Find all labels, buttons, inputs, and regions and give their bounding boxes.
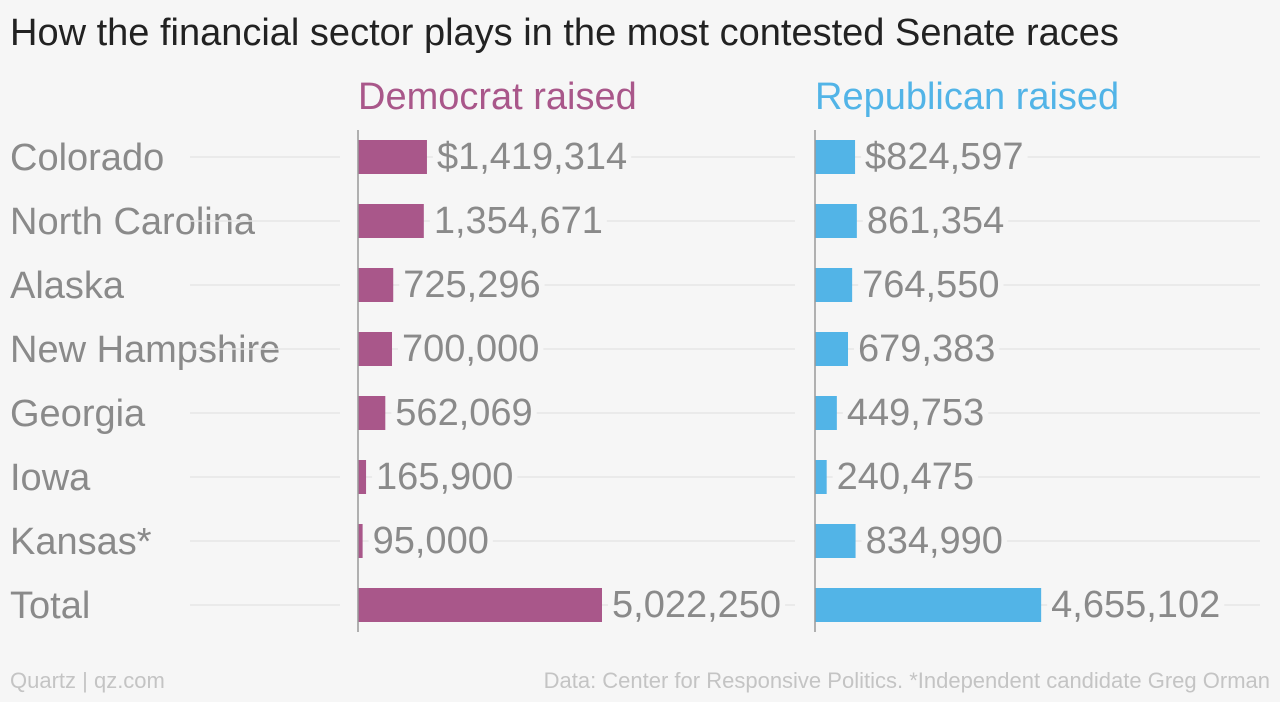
democrat-value-label: $1,419,314 (437, 136, 627, 178)
republican-value-label: 861,354 (867, 200, 1004, 242)
label-background (862, 218, 1009, 224)
democrat-bar (358, 524, 363, 558)
category-label: Iowa (10, 457, 91, 499)
democrat-column-header: Democrat raised (358, 76, 637, 118)
republican-bar (815, 396, 837, 430)
republican-bar (815, 204, 857, 238)
democrat-value-label: 5,022,250 (612, 584, 781, 626)
label-background (861, 154, 1028, 160)
footer-data-credit: Data: Center for Responsive Politics. *I… (543, 668, 1270, 693)
label-background (1047, 602, 1225, 608)
label-background (399, 282, 545, 288)
democrat-bar (358, 140, 427, 174)
democrat-bar (358, 588, 602, 622)
label-background (429, 218, 607, 224)
democrat-value-label: 725,296 (403, 264, 540, 306)
democrat-value-label: 165,900 (376, 456, 513, 498)
republican-bar (815, 588, 1042, 622)
republican-value-label: 4,655,102 (1051, 584, 1220, 626)
category-label: Alaska (10, 265, 125, 307)
democrat-value-label: 700,000 (402, 328, 539, 370)
label-background (372, 474, 518, 480)
label-background (832, 474, 979, 480)
category-label: North Carolina (10, 201, 255, 243)
republican-value-label: 834,990 (866, 520, 1003, 562)
republican-value-label: $824,597 (865, 136, 1024, 178)
footer-source-brand: Quartz | qz.com (10, 668, 165, 693)
democrat-bar (358, 268, 394, 302)
republican-bar (815, 268, 853, 302)
label-background (858, 282, 1004, 288)
democrat-bar (358, 332, 393, 366)
label-background (854, 346, 1000, 352)
republican-bar (815, 524, 856, 558)
republican-bar (815, 140, 856, 174)
democrat-value-label: 562,069 (395, 392, 532, 434)
label-background (842, 410, 989, 416)
category-label: New Hampshire (10, 329, 281, 371)
label-background (608, 602, 786, 608)
republican-value-label: 240,475 (837, 456, 974, 498)
category-label: Colorado (10, 137, 165, 179)
category-label: Total (10, 585, 91, 627)
democrat-bar (358, 204, 424, 238)
category-label: Kansas* (10, 521, 152, 563)
republican-bar (815, 460, 827, 494)
democrat-value-label: 1,354,671 (434, 200, 603, 242)
republican-value-label: 449,753 (847, 392, 984, 434)
democrat-bar (358, 396, 386, 430)
category-label: Georgia (10, 393, 146, 435)
republican-value-label: 764,550 (862, 264, 999, 306)
democrat-bar (358, 460, 367, 494)
democrat-value-label: 95,000 (373, 520, 489, 562)
label-background (432, 154, 632, 160)
republican-column-header: Republican raised (815, 76, 1120, 118)
label-background (398, 346, 544, 352)
label-background (368, 538, 493, 544)
chart-title: How the financial sector plays in the mo… (10, 12, 1119, 54)
republican-bar (815, 332, 849, 366)
republican-value-label: 679,383 (858, 328, 995, 370)
label-background (861, 538, 1007, 544)
label-background (391, 410, 537, 416)
